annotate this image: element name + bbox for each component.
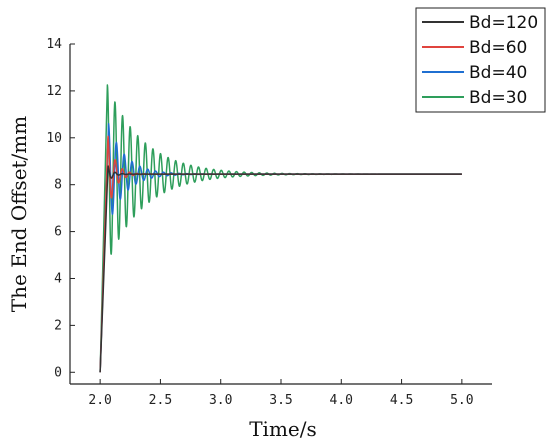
y-tick-label: 8 [54, 178, 62, 193]
x-tick-label: 5.0 [450, 393, 473, 408]
legend-label: Bd=40 [469, 63, 527, 83]
x-tick-label: 2.5 [149, 393, 172, 408]
x-tick-label: 3.0 [209, 393, 232, 408]
legend-label: Bd=60 [469, 38, 527, 58]
y-tick-label: 4 [54, 271, 62, 286]
x-tick-label: 2.0 [88, 393, 111, 408]
y-tick-label: 12 [46, 84, 62, 99]
y-tick-label: 10 [46, 131, 62, 146]
plot-area: 2.0 2.5 3.0 3.5 4.0 4.5 5.0 0 2 4 6 8 10 12 14 [46, 37, 492, 408]
y-ticks: 0 2 4 6 8 10 12 14 [46, 37, 75, 380]
x-axis-title: Time/s [249, 417, 317, 441]
y-tick-label: 0 [54, 365, 62, 380]
x-tick-label: 3.5 [269, 393, 292, 408]
x-tick-label: 4.5 [390, 393, 413, 408]
legend: Bd=120 Bd=60 Bd=40 Bd=30 [415, 7, 546, 113]
y-tick-label: 14 [46, 37, 62, 52]
legend-label: Bd=120 [469, 13, 538, 33]
y-tick-label: 6 [54, 225, 62, 240]
series-line-bd-30 [99, 84, 463, 373]
series-lines [99, 84, 463, 373]
legend-box [415, 7, 546, 113]
y-axis-title: The End Offset/mm [7, 116, 31, 313]
legend-label: Bd=30 [469, 88, 527, 108]
y-tick-label: 2 [54, 318, 62, 333]
x-tick-label: 4.0 [330, 393, 353, 408]
series-line-bd-120 [99, 165, 463, 373]
x-ticks: 2.0 2.5 3.0 3.5 4.0 4.5 5.0 [88, 379, 474, 408]
